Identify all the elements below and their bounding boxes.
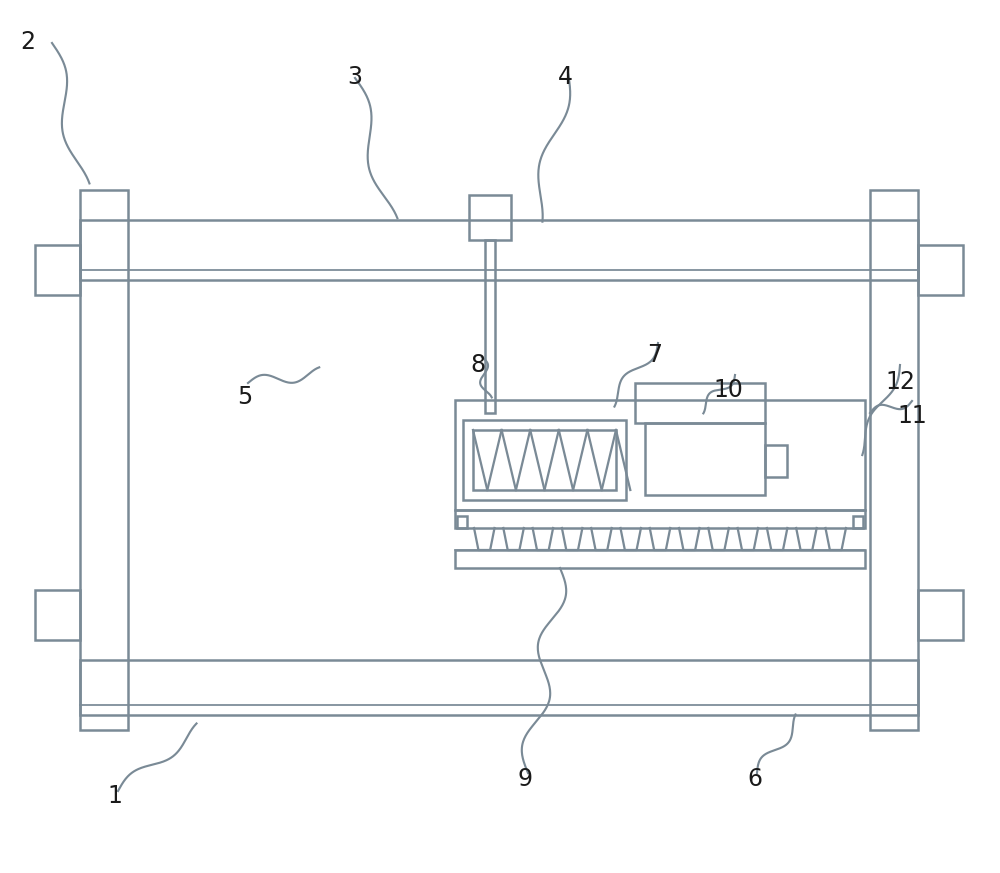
Bar — [35, 245, 80, 295]
Text: 10: 10 — [713, 378, 743, 402]
Text: 2: 2 — [20, 30, 36, 54]
Text: 5: 5 — [237, 385, 253, 409]
Bar — [455, 510, 865, 528]
Bar — [485, 240, 495, 413]
Bar — [80, 190, 128, 730]
Bar — [463, 420, 626, 500]
Bar — [473, 430, 616, 490]
Bar — [457, 516, 467, 528]
Bar — [870, 190, 918, 730]
Bar — [35, 590, 80, 640]
Bar — [80, 660, 918, 715]
Bar — [455, 550, 865, 568]
Text: 9: 9 — [518, 766, 532, 791]
Text: 6: 6 — [748, 766, 763, 791]
Text: 3: 3 — [348, 65, 362, 89]
Bar — [80, 220, 918, 280]
Text: 11: 11 — [897, 404, 927, 429]
Bar — [765, 445, 787, 477]
Text: 7: 7 — [648, 343, 662, 368]
Bar — [918, 590, 963, 640]
Text: 12: 12 — [885, 369, 915, 394]
Bar — [469, 195, 511, 240]
Text: 8: 8 — [470, 353, 486, 377]
Bar — [853, 516, 863, 528]
Text: 4: 4 — [558, 65, 572, 89]
Text: 1: 1 — [108, 784, 122, 808]
Bar — [645, 423, 765, 495]
Bar — [918, 245, 963, 295]
Bar — [455, 400, 865, 510]
Bar — [635, 383, 765, 423]
